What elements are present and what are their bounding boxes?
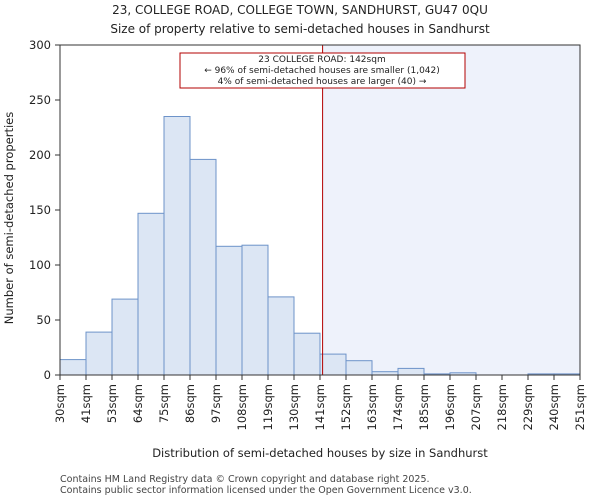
x-tick-label: 251sqm	[573, 384, 587, 430]
x-tick-label: 119sqm	[261, 384, 275, 430]
x-tick-label: 174sqm	[391, 384, 405, 430]
y-axis-label: Number of semi-detached properties	[2, 112, 16, 324]
x-tick-label: 86sqm	[183, 384, 197, 423]
x-tick-label: 240sqm	[547, 384, 561, 430]
histogram-bar	[111, 298, 139, 376]
histogram-bar	[85, 331, 113, 376]
x-tick-label: 152sqm	[339, 384, 353, 430]
histogram-bar	[137, 212, 165, 376]
x-axis-label: Distribution of semi-detached houses by …	[152, 446, 488, 460]
histogram-bar	[345, 360, 373, 376]
histogram-bar	[319, 353, 347, 376]
y-tick-label: 150	[29, 203, 51, 217]
y-tick-label: 250	[29, 93, 51, 107]
x-tick-label: 185sqm	[417, 384, 431, 430]
x-tick-label: 163sqm	[365, 384, 379, 430]
annotation-line-1: 23 COLLEGE ROAD: 142sqm	[258, 55, 385, 65]
histogram-bar	[59, 359, 87, 376]
histogram-bar	[241, 244, 269, 376]
x-tick-label: 141sqm	[313, 384, 327, 430]
histogram-bar	[267, 296, 295, 376]
histogram-bar	[189, 158, 217, 376]
histogram-bar	[397, 367, 425, 376]
histogram-bar	[163, 116, 191, 376]
x-tick-label: 130sqm	[287, 384, 301, 430]
y-tick-label: 200	[29, 148, 51, 162]
histogram-chart: 23, COLLEGE ROAD, COLLEGE TOWN, SANDHURS…	[2, 3, 587, 460]
x-tick-label: 218sqm	[495, 384, 509, 430]
x-tick-label: 97sqm	[209, 384, 223, 423]
footer-line-2: Contains public sector information licen…	[60, 485, 472, 496]
footer-line-1: Contains HM Land Registry data © Crown c…	[60, 474, 430, 485]
x-tick-label: 207sqm	[469, 384, 483, 430]
x-tick-label: 75sqm	[157, 384, 171, 423]
x-tick-label: 108sqm	[235, 384, 249, 430]
chart-subtitle: Size of property relative to semi-detach…	[110, 22, 490, 36]
x-tick-label: 30sqm	[53, 384, 67, 423]
y-tick-label: 300	[29, 38, 51, 52]
x-tick-label: 53sqm	[105, 384, 119, 423]
histogram-bar	[215, 245, 243, 376]
y-tick-label: 0	[44, 368, 51, 382]
annotation-line-3: 4% of semi-detached houses are larger (4…	[218, 77, 427, 87]
y-tick-label: 50	[36, 313, 51, 327]
annotation-line-2: ← 96% of semi-detached houses are smalle…	[204, 66, 440, 76]
x-tick-label: 64sqm	[131, 384, 145, 423]
x-tick-label: 229sqm	[521, 384, 535, 430]
chart-title: 23, COLLEGE ROAD, COLLEGE TOWN, SANDHURS…	[112, 3, 488, 17]
x-tick-label: 41sqm	[79, 384, 93, 423]
histogram-bar	[293, 332, 321, 376]
x-tick-label: 196sqm	[443, 384, 457, 430]
larger-properties-region	[322, 45, 580, 375]
annotation-box: 23 COLLEGE ROAD: 142sqm ← 96% of semi-de…	[179, 52, 466, 89]
y-tick-label: 100	[29, 258, 51, 272]
